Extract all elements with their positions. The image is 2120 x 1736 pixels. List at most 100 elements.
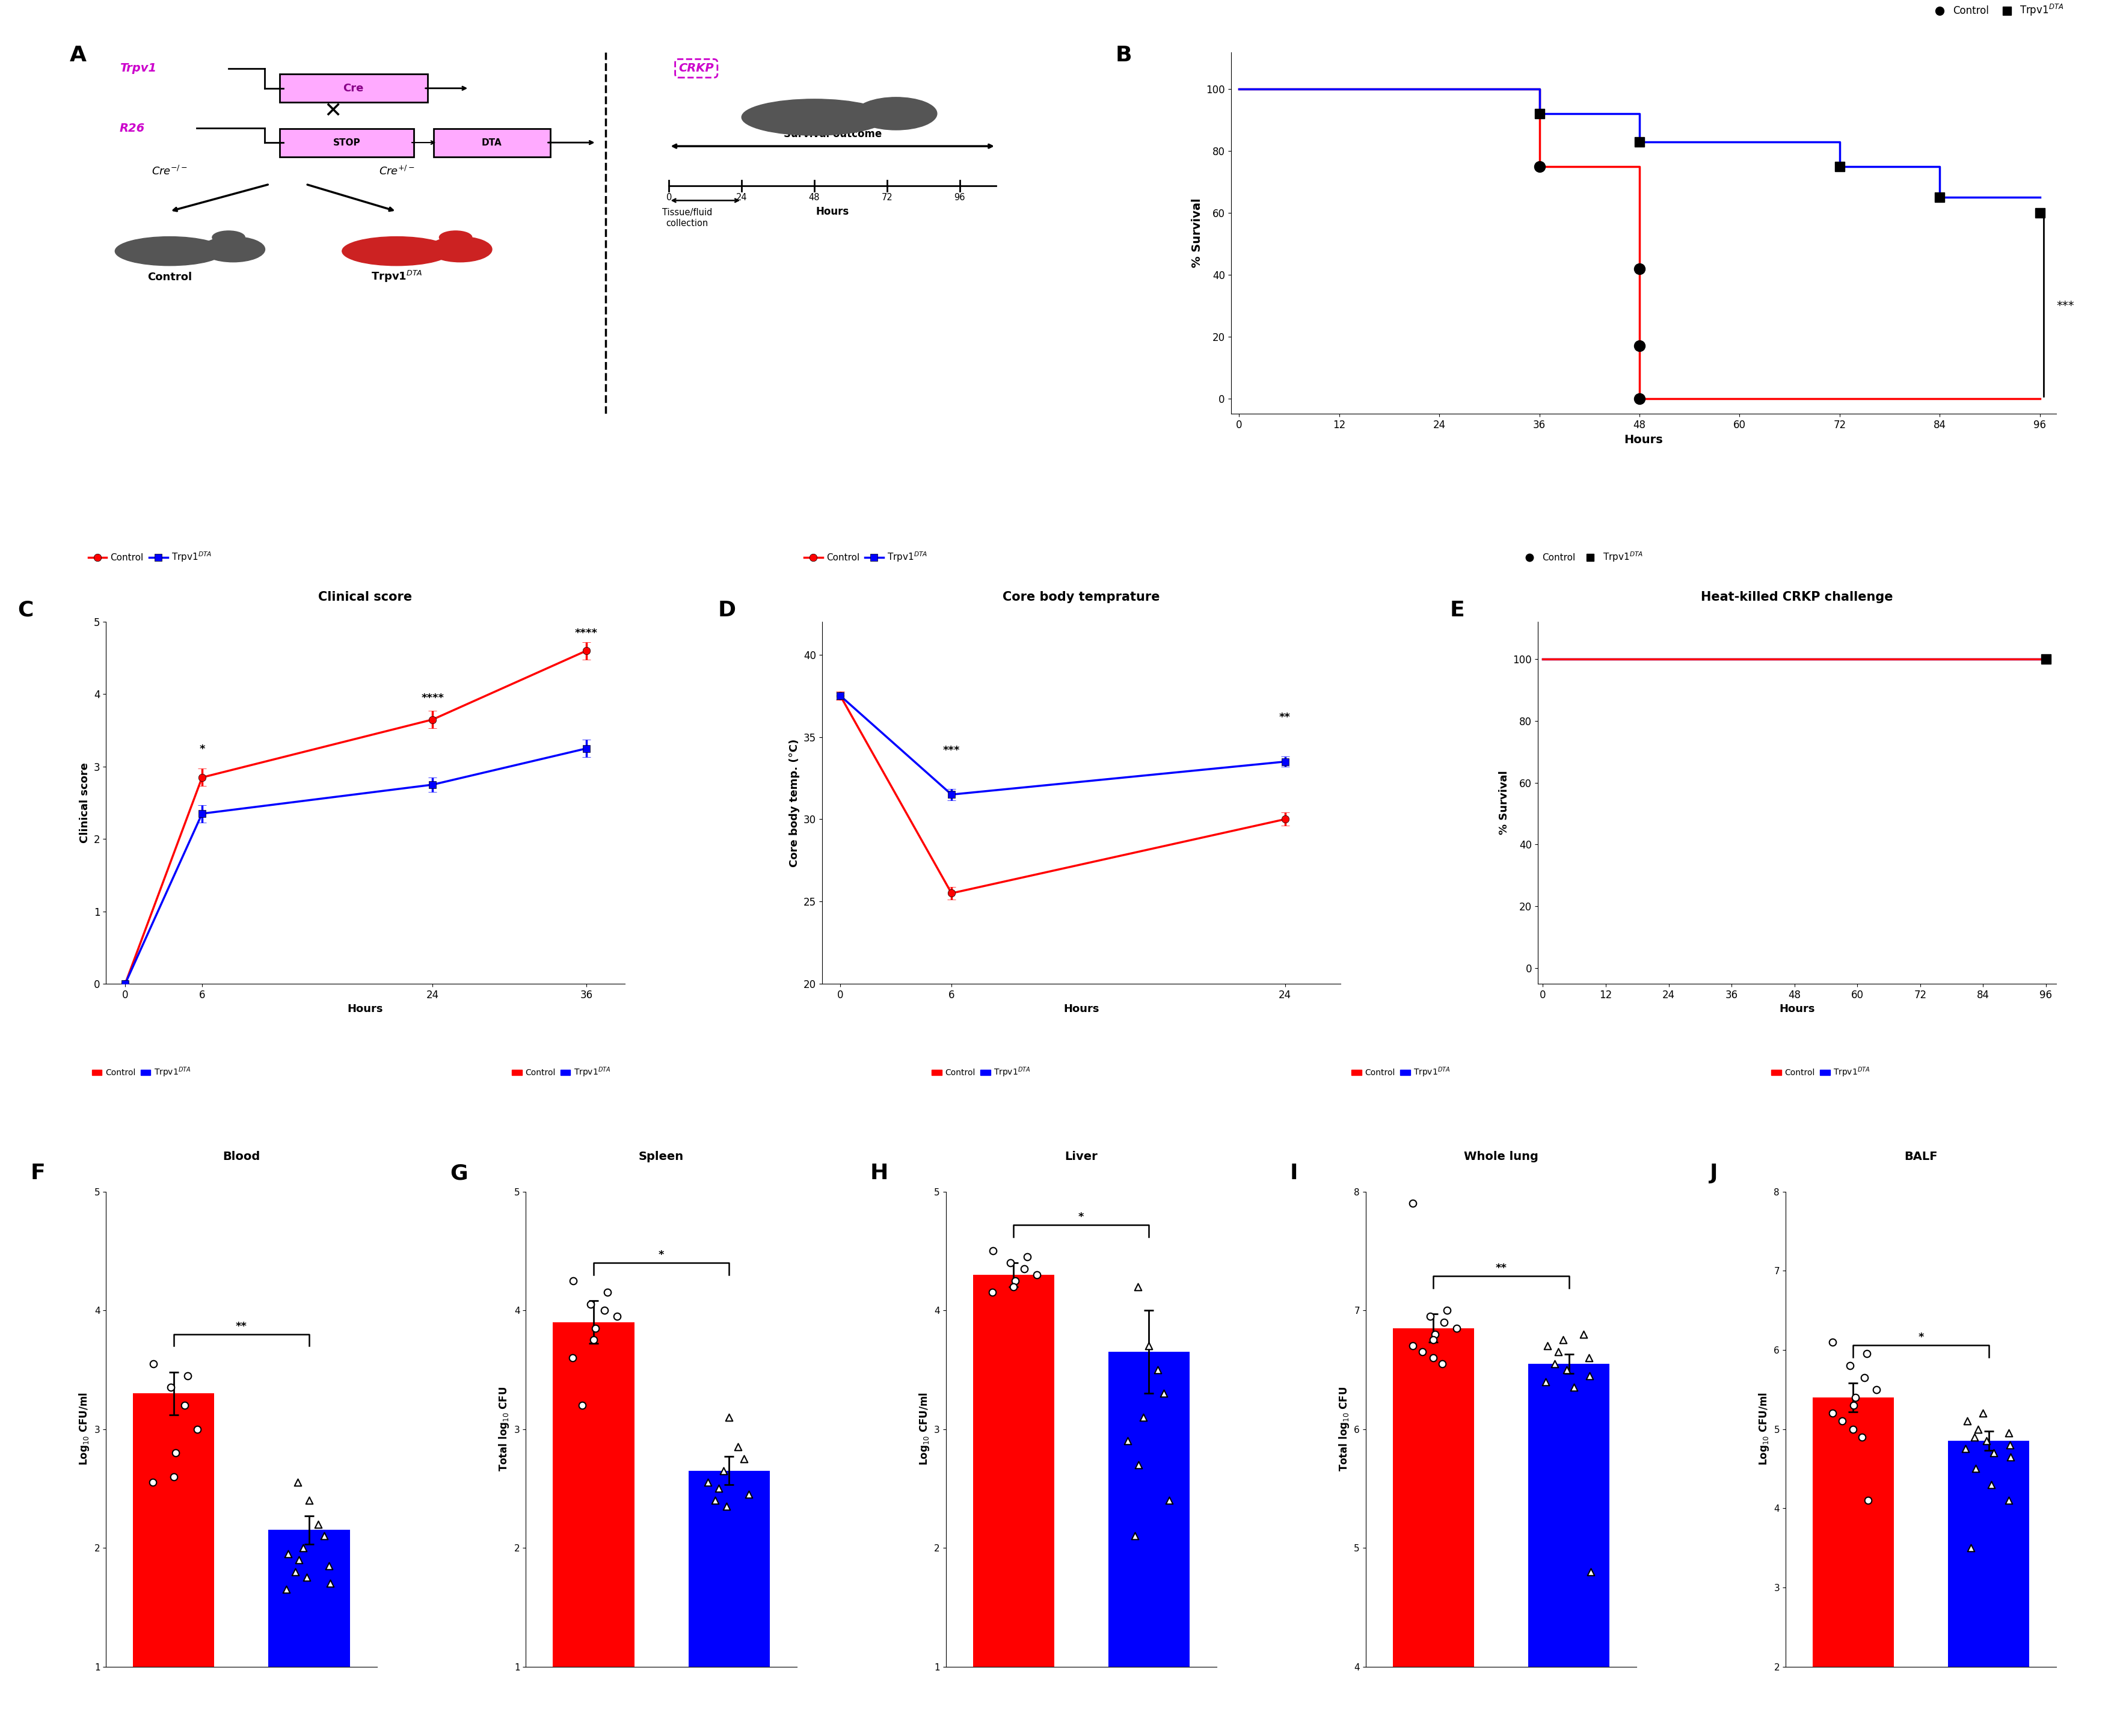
Point xyxy=(1573,1557,1607,1585)
Point xyxy=(1529,1368,1562,1396)
Point xyxy=(1836,1392,1870,1420)
FancyBboxPatch shape xyxy=(280,75,428,102)
Point xyxy=(575,1290,608,1318)
Circle shape xyxy=(439,231,473,243)
Point xyxy=(1957,1424,1991,1451)
Point xyxy=(180,1415,214,1443)
Y-axis label: Log$_{10}$ CFU/ml: Log$_{10}$ CFU/ml xyxy=(918,1392,931,1465)
Point xyxy=(1948,1436,1982,1463)
Text: D: D xyxy=(719,601,736,620)
Point xyxy=(314,1569,348,1597)
Point xyxy=(1121,1272,1155,1300)
Text: G: G xyxy=(449,1163,469,1184)
Point xyxy=(159,1439,193,1467)
Point xyxy=(157,1463,191,1491)
Point xyxy=(706,1457,740,1484)
Text: Trpv1$^{DTA}$: Trpv1$^{DTA}$ xyxy=(371,269,422,283)
Point xyxy=(1427,1309,1461,1337)
Point xyxy=(1531,1332,1565,1359)
Point xyxy=(994,1248,1028,1276)
Point xyxy=(1844,1424,1878,1451)
Point xyxy=(1416,1326,1450,1354)
Y-axis label: Core body temp. (°C): Core body temp. (°C) xyxy=(789,738,799,866)
Text: CRKP: CRKP xyxy=(678,62,714,75)
Point xyxy=(1141,1356,1174,1384)
Point xyxy=(577,1326,611,1354)
X-axis label: Hours: Hours xyxy=(348,1003,384,1014)
Point xyxy=(1991,1486,2025,1514)
Point xyxy=(1556,1373,1590,1401)
Bar xyxy=(1948,1441,2029,1736)
Text: Tissue/fluid
collection: Tissue/fluid collection xyxy=(661,208,712,227)
Point xyxy=(136,1351,170,1378)
Point xyxy=(269,1576,303,1604)
Text: ***: *** xyxy=(943,745,960,755)
Title: BALF: BALF xyxy=(1904,1151,1938,1161)
Y-axis label: % Survival: % Survival xyxy=(1499,771,1509,835)
Point xyxy=(1009,1243,1043,1271)
Bar xyxy=(1813,1397,1893,1736)
Text: J: J xyxy=(1709,1163,1717,1184)
Point xyxy=(286,1535,320,1562)
Point xyxy=(710,1493,744,1521)
Text: A: A xyxy=(70,45,87,66)
Point xyxy=(1834,1352,1868,1380)
Point xyxy=(975,1238,1009,1266)
Text: Hours: Hours xyxy=(816,207,850,217)
Point xyxy=(600,1302,634,1330)
Point xyxy=(1961,1415,1995,1443)
Point xyxy=(170,1361,204,1389)
Point xyxy=(1567,1319,1601,1347)
Point xyxy=(1851,1340,1885,1368)
Text: 24: 24 xyxy=(736,193,746,203)
Legend: Control, Trpv1$^{DTA}$: Control, Trpv1$^{DTA}$ xyxy=(1348,1062,1454,1082)
Y-axis label: Total log$_{10}$ CFU: Total log$_{10}$ CFU xyxy=(498,1387,511,1472)
Bar xyxy=(269,1529,350,1736)
Point xyxy=(1151,1486,1185,1514)
Point xyxy=(1950,1408,1984,1436)
Point xyxy=(697,1486,731,1514)
Point xyxy=(1439,1314,1473,1342)
Point xyxy=(1974,1470,2008,1498)
Point xyxy=(282,1469,316,1496)
Point xyxy=(1541,1338,1575,1366)
Point xyxy=(555,1267,589,1295)
Point xyxy=(301,1510,335,1538)
Legend: Control, Trpv1$^{DTA}$: Control, Trpv1$^{DTA}$ xyxy=(929,1062,1035,1082)
Point xyxy=(731,1481,765,1509)
Point xyxy=(727,1444,761,1472)
Circle shape xyxy=(428,236,492,262)
Text: *: * xyxy=(1919,1332,1923,1342)
Point xyxy=(1425,1351,1459,1378)
Text: ****: **** xyxy=(575,628,598,639)
Text: R26: R26 xyxy=(119,122,144,134)
Point xyxy=(1020,1260,1054,1288)
Circle shape xyxy=(854,97,937,130)
Legend: Control, Trpv1$^{DTA}$: Control, Trpv1$^{DTA}$ xyxy=(1925,0,2067,21)
Text: *: * xyxy=(199,743,206,755)
Point xyxy=(136,1469,170,1496)
Point xyxy=(282,1545,316,1573)
Point xyxy=(999,1267,1032,1295)
Title: Heat-killed CRKP challenge: Heat-killed CRKP challenge xyxy=(1700,592,1893,604)
Point xyxy=(1414,1302,1448,1330)
Title: Spleen: Spleen xyxy=(638,1151,685,1161)
X-axis label: Hours: Hours xyxy=(1779,1003,1815,1014)
Ellipse shape xyxy=(742,99,886,135)
Circle shape xyxy=(201,236,265,262)
Legend: Control, Trpv1$^{DTA}$: Control, Trpv1$^{DTA}$ xyxy=(1516,547,1647,568)
FancyBboxPatch shape xyxy=(435,128,549,156)
Text: DTA: DTA xyxy=(481,139,502,148)
Point xyxy=(975,1279,1009,1307)
Legend: Control, Trpv1$^{DTA}$: Control, Trpv1$^{DTA}$ xyxy=(509,1062,615,1082)
Point xyxy=(1969,1427,2003,1455)
Point xyxy=(1132,1332,1166,1359)
Text: B: B xyxy=(1115,45,1132,66)
Legend: Control, Trpv1$^{DTA}$: Control, Trpv1$^{DTA}$ xyxy=(89,1062,195,1082)
Point xyxy=(1573,1361,1607,1389)
Y-axis label: Total log$_{10}$ CFU: Total log$_{10}$ CFU xyxy=(1338,1387,1350,1472)
Bar xyxy=(134,1394,214,1736)
Point xyxy=(1395,1189,1429,1217)
Point xyxy=(1976,1439,2010,1467)
Point xyxy=(278,1557,312,1585)
